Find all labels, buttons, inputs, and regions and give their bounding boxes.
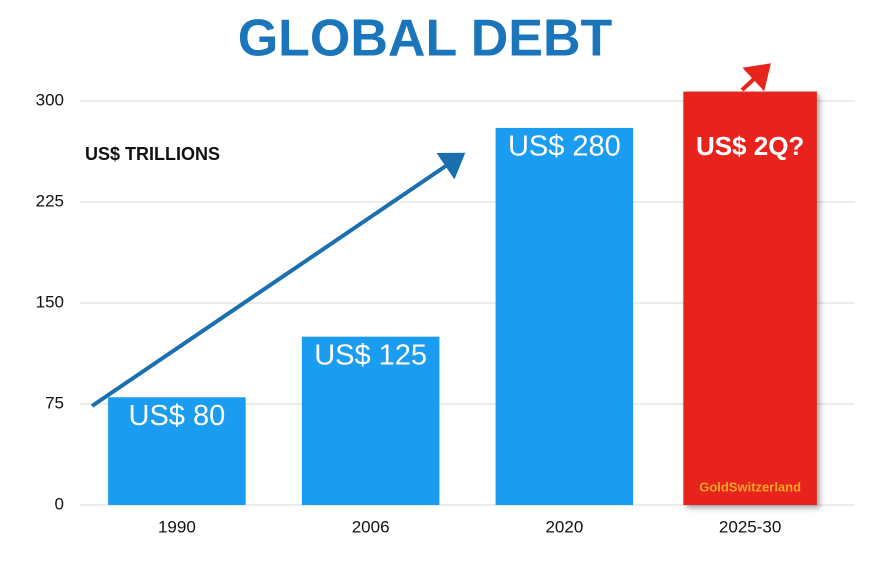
data-label: US$ 280	[508, 131, 621, 163]
trend-arrow	[740, 63, 771, 92]
annotation: US$ 2Q?	[696, 131, 804, 161]
watermark: GoldSwitzerland	[699, 479, 801, 494]
x-tick-label: 2006	[352, 517, 390, 536]
y-tick-label: 225	[36, 191, 64, 210]
data-label: US$ 80	[129, 400, 226, 432]
x-tick-label: 2025-30	[719, 517, 781, 536]
x-tick-label: 2020	[545, 517, 583, 536]
bar	[108, 397, 246, 505]
trend-arrow	[90, 152, 466, 408]
data-label: US$ 125	[314, 339, 427, 371]
plot-area: 0 75 150 225 300 1990 US$ 80 2006 US$ 125 2020 US$…	[36, 90, 855, 536]
y-tick-label: 75	[45, 393, 64, 412]
x-tick-label: 1990	[158, 517, 196, 536]
y-tick-label: 150	[36, 292, 64, 311]
bar	[301, 336, 440, 505]
y-tick-label: 0	[55, 494, 64, 513]
chart-title: GLOBAL DEBT	[238, 10, 613, 68]
y-tick-label: 300	[36, 90, 64, 109]
bar	[683, 91, 817, 505]
axis-label: US$ TRILLIONS	[85, 144, 220, 164]
bar	[495, 127, 634, 505]
